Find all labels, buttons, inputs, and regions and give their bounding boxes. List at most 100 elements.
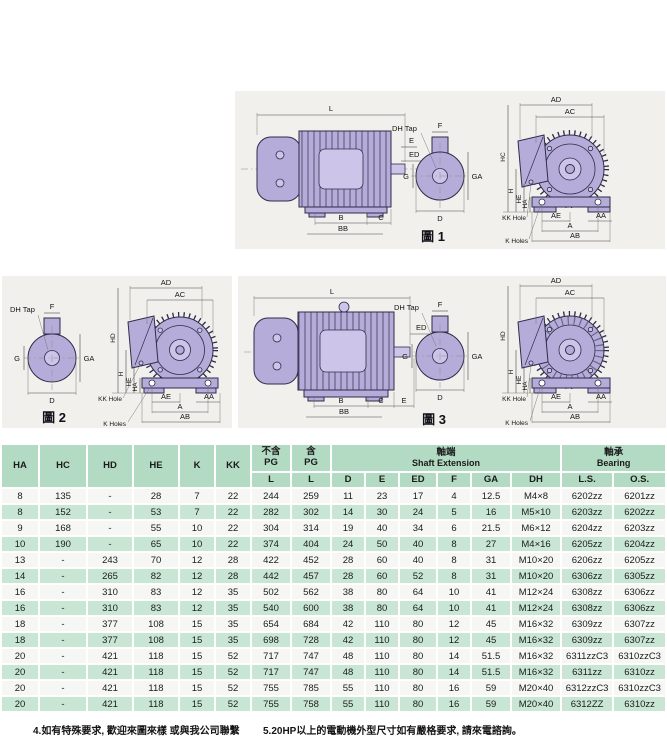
table-cell: 16 [438,697,470,711]
table-cell: 421 [88,649,132,663]
fig3-feet [303,389,389,398]
table-cell: 22 [216,521,250,535]
fig2-dim-AE: AE [161,392,171,401]
shaft-extension-cn: 軸端 [436,446,456,458]
table-cell: 18 [2,633,38,647]
col-header-ha: HA [2,445,38,487]
table-cell: 30 [366,505,398,519]
table-cell: M12×24 [512,585,561,599]
fig1-shaft [390,163,406,175]
table-cell: 14 [332,505,364,519]
sub-header-ga: GA [472,473,510,487]
table-cell: 422 [252,553,290,567]
fig2-label-dh-tap: DH Tap [10,305,35,314]
fig3-dim-HD: HD [500,331,507,341]
table-cell: - [88,521,132,535]
fig1-dim-B: B [338,213,343,222]
table-row: 13-243 70 12 28 422 452 28 60 40 8 31 M10×20 6206zz 6… [2,553,666,567]
fig3-label-k-holes: K Holes [505,420,529,427]
fig3-dim-G: G [402,352,408,361]
table-cell: 717 [252,665,290,679]
table-cell: M20×40 [512,697,561,711]
table-cell: 10 [438,585,470,599]
table-cell: 6 [438,521,470,535]
fig3-dim-AA: AA [596,392,606,401]
fig2-dim-A: A [177,402,182,411]
fig3-dim-A: A [567,402,572,411]
table-cell: 108 [134,617,178,631]
table-cell: 31 [472,569,510,583]
table-cell: 7 [180,489,214,503]
fig3-dim-GA: GA [472,352,483,361]
table-cell: M16×32 [512,633,561,647]
table-cell: 28 [332,569,364,583]
table-cell: 10 [2,537,38,551]
fig3-dim-AE: AE [551,392,561,401]
table-cell: 6306zz [562,569,613,583]
table-cell: 15 [180,665,214,679]
fig3-fan-cover [253,317,299,385]
fig1-dim-HC: HC [500,152,507,162]
table-cell: 654 [252,617,290,631]
fig1-front-view: AD AC HC H HE HA [500,95,612,245]
fig3-dim-H: H [508,369,515,374]
table-cell: 12.5 [472,489,510,503]
table-cell: - [40,553,86,567]
fig2-dim-AD: AD [161,278,172,287]
table-row: 18-377 108 15 35 698 728 42 110 80 12 45 M16×32 6309… [2,633,666,647]
table-cell: 41 [472,585,510,599]
table-cell: 404 [292,537,330,551]
sub-header-d: D [332,473,364,487]
table-cell: 80 [400,665,436,679]
table-cell: 28 [332,553,364,567]
table-cell: 41 [472,601,510,615]
table-cell: 27 [472,537,510,551]
table-cell: M16×32 [512,665,561,679]
fig2-dim-AB: AB [180,412,190,421]
group-header-bearing: 軸承 Bearing [562,445,666,471]
table-cell: 6203zz [562,505,613,519]
fig1-side-dimensions: L E ED B C BB [256,104,423,235]
table-cell: 118 [134,681,178,695]
dimension-spec-table: HA HC HD HE K KK 不含 PG 含 PG 軸端 Shaft Ext… [0,443,667,713]
table-cell: 310 [88,585,132,599]
col-header-k: K [180,445,214,487]
table-cell: 310 [88,601,132,615]
table-cell: 6205zz [614,553,666,567]
table-cell: 540 [252,601,290,615]
table-cell: 110 [366,633,398,647]
sub-header-l-pg: L [292,473,330,487]
table-cell: 6310zzC3 [614,681,666,695]
table-cell: 684 [292,617,330,631]
fig1-dim-AD: AD [551,95,562,104]
table-cell: 457 [292,569,330,583]
fig1-dim-BB: BB [338,224,348,233]
table-cell: M5×10 [512,505,561,519]
table-cell: 717 [252,649,290,663]
fig1-side-view: L E ED B C BB [241,104,423,235]
table-row: 20-421 118 15 52 755 758 55 110 80 16 59 M20×40 6312… [2,697,666,711]
table-cell: - [40,697,86,711]
table-cell: 20 [2,665,38,679]
table-cell: 38 [332,601,364,615]
table-cell: 110 [366,681,398,695]
sub-header-ed: ED [400,473,436,487]
table-cell: 755 [252,681,290,695]
table-cell: 6310zzC3 [614,649,666,663]
table-header: HA HC HD HE K KK 不含 PG 含 PG 軸端 Shaft Ext… [2,445,666,487]
table-cell: 304 [252,521,290,535]
table-cell: 38 [332,585,364,599]
fig1-fin-ring [531,130,609,208]
shaft-extension-en: Shaft Extension [412,458,481,469]
table-cell: 15 [180,681,214,695]
table-cell: M10×20 [512,553,561,567]
table-cell: 6312zzC3 [562,681,613,695]
bearing-cn: 軸承 [604,446,624,458]
col-header-hc: HC [40,445,86,487]
table-cell: 42 [332,633,364,647]
table-cell: 6202zz [562,489,613,503]
table-cell: 13 [2,553,38,567]
table-cell: 28 [134,489,178,503]
table-row: 20-421 118 15 52 717 747 48 110 80 14 51.5 M16×32 63… [2,649,666,663]
fig3-side-dimensions: L ED B C E BB [253,287,432,418]
